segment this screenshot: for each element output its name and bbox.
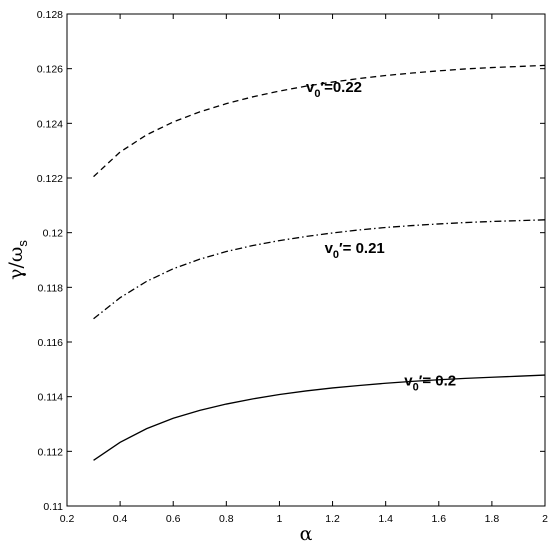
series-label-main: v: [404, 373, 413, 390]
x-tick-label: 0.8: [219, 513, 234, 525]
series-label-sub: 0: [413, 382, 419, 394]
series-label-value: ′= 0.21: [339, 240, 385, 257]
x-tick-label: 0.2: [60, 513, 75, 525]
plot-frame: [66, 13, 546, 507]
y-tick-label: 0.122: [37, 173, 63, 185]
x-tick-label: 1.4: [378, 513, 393, 525]
series-label-main: v: [325, 240, 334, 257]
series-label-2: v0′= 0.2: [404, 373, 456, 394]
series-line-0: [93, 64, 546, 178]
y-axis: 0.11 0.112 0.114 0.116 0.118 0.12 0.122 0.124 0.…: [37, 9, 545, 513]
y-tick-label: 0.116: [38, 337, 64, 349]
y-tick-label: 0.114: [38, 392, 64, 404]
series-label-value: ′=0.22: [320, 79, 362, 96]
y-axis-label-sub: s: [15, 240, 30, 247]
y-tick-label: 0.124: [37, 118, 63, 130]
series-label-main: v: [306, 79, 315, 96]
y-tick-label: 0.126: [37, 64, 63, 76]
x-tick-label: 2: [542, 513, 548, 525]
x-axis-label: α: [300, 523, 313, 545]
series-label-value: ′= 0.2: [419, 373, 456, 390]
y-axis-label-main: γ/ω: [5, 247, 27, 280]
x-tick-label: 1.8: [485, 513, 500, 525]
svg-text:γ/ωs: γ/ωs: [5, 240, 30, 280]
y-tick-label: 0.128: [37, 9, 63, 21]
series-line-2: [93, 374, 546, 461]
y-tick-label: 0.11: [43, 501, 63, 513]
x-tick-label: 1: [277, 513, 283, 525]
x-tick-label: 0.4: [113, 513, 128, 525]
series-line-1: [93, 219, 546, 320]
x-tick-label: 0.6: [166, 513, 181, 525]
series-layer: [93, 64, 546, 461]
y-tick-label: 0.112: [38, 446, 64, 458]
series-label-sub: 0: [314, 88, 320, 100]
x-axis: 0.2 0.4 0.6 0.8 1 1.2 1.4 1.6 1.8 2: [60, 14, 548, 525]
y-tick-label: 0.12: [43, 228, 64, 240]
x-tick-label: 1.6: [431, 513, 446, 525]
y-tick-label: 0.118: [38, 282, 64, 294]
series-label-0: v0′=0.22: [306, 79, 362, 100]
x-tick-label: 1.2: [325, 513, 340, 525]
series-label-sub: 0: [333, 249, 339, 261]
series-label-1: v0′= 0.21: [325, 240, 385, 261]
y-axis-label: γ/ωs: [5, 240, 30, 280]
